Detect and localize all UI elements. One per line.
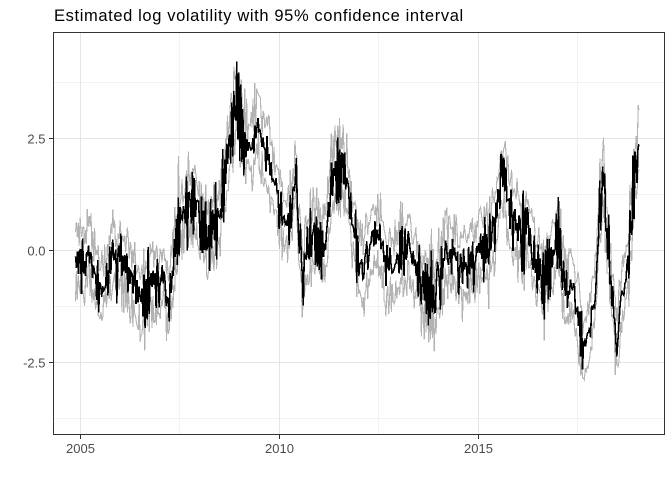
svg-text:2005: 2005 (66, 441, 95, 456)
svg-text:2.5: 2.5 (27, 132, 45, 147)
svg-text:Estimated log volatility with: Estimated log volatility with 95% confid… (54, 7, 464, 25)
svg-text:-2.5: -2.5 (23, 356, 45, 371)
svg-text:2015: 2015 (464, 441, 493, 456)
svg-text:2010: 2010 (265, 441, 294, 456)
svg-text:0.0: 0.0 (27, 244, 45, 259)
